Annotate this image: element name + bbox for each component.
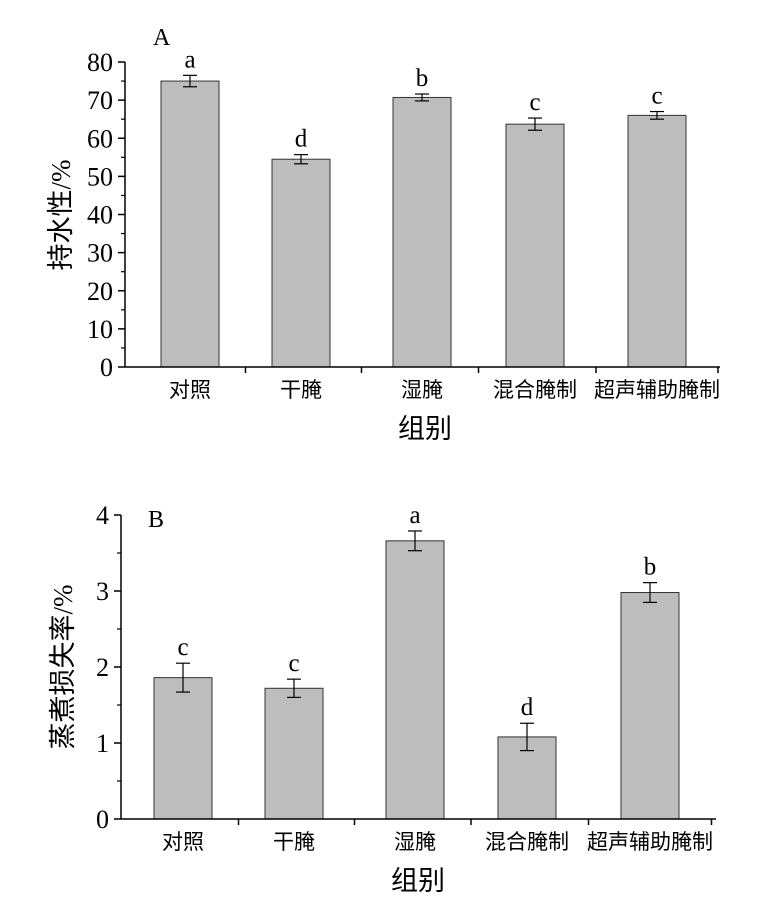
- chart-b-error-bar-1: [176, 662, 190, 693]
- chart-b-error-bar-5: [643, 582, 657, 604]
- chart-b-category-label-3: 湿腌: [394, 830, 436, 854]
- chart-a-y-tick-label-5: 40: [87, 201, 113, 230]
- chart-b-error-bar-4: [520, 722, 534, 752]
- chart-b-bar-1: [153, 677, 213, 820]
- chart-a: A 持水性/% 组别 a 对照 d 干腌 b 湿腌 c 混合腌制 c 超声辅助腌制 0 10 20 30 4…: [46, 25, 720, 444]
- chart-a-y-tick-label-7: 60: [87, 124, 113, 153]
- chart-b-category-label-1: 对照: [162, 830, 204, 854]
- chart-b-y-tick-label-2: 1: [96, 729, 109, 758]
- chart-a-bar-3: [392, 96, 452, 368]
- chart-a-error-bar-1: [183, 74, 197, 88]
- chart-a-bar-1: [160, 80, 220, 368]
- chart-b-significance-label-3: a: [409, 502, 420, 529]
- chart-b-significance-label-2: c: [288, 650, 299, 677]
- chart-a-category-label-4: 混合腌制: [493, 378, 577, 402]
- chart-b-error-bar-3: [408, 530, 422, 552]
- chart-a-y-tick-label-2: 10: [87, 315, 113, 344]
- chart-a-category-label-2: 干腌: [280, 378, 322, 402]
- chart-a-category-label-5: 超声辅助腌制: [594, 378, 720, 402]
- chart-b-error-bar-2: [287, 678, 301, 699]
- chart-a-significance-label-3: b: [416, 65, 429, 92]
- chart-a-y-tick-label-4: 30: [87, 239, 113, 268]
- chart-b-y-tick-label-3: 2: [96, 653, 109, 682]
- chart-b-y-tick-label-5: 4: [96, 501, 109, 530]
- chart-a-bar-2: [271, 158, 331, 368]
- chart-b-bar-2: [264, 687, 324, 820]
- chart-a-y-axis-title: 持水性/%: [46, 160, 76, 271]
- chart-b-significance-label-4: d: [521, 694, 534, 721]
- chart-b-bar-3: [385, 540, 445, 820]
- chart-a-y-tick-label-1: 0: [100, 353, 113, 382]
- chart-a-panel-letter: A: [153, 25, 171, 51]
- chart-b-category-label-4: 混合腌制: [485, 830, 569, 854]
- chart-b-category-label-5: 超声辅助腌制: [587, 830, 713, 854]
- chart-a-significance-label-5: c: [651, 83, 662, 110]
- chart-a-y-tick-label-9: 80: [87, 48, 113, 77]
- chart-a-bar-4: [505, 123, 565, 368]
- chart-a-error-bar-2: [294, 154, 308, 165]
- chart-b-y-tick-label-4: 3: [96, 577, 109, 606]
- chart-a-significance-label-1: a: [184, 46, 195, 73]
- chart-a-error-bar-3: [415, 93, 429, 102]
- chart-a-significance-label-4: c: [529, 89, 540, 116]
- chart-a-y-tick-label-3: 20: [87, 277, 113, 306]
- chart-a-bar-5: [627, 114, 687, 368]
- chart-b-panel-letter: B: [148, 507, 164, 533]
- chart-a-y-tick-label-6: 50: [87, 162, 113, 191]
- chart-a-category-label-3: 湿腌: [401, 378, 443, 402]
- chart-b-significance-label-5: b: [644, 554, 657, 581]
- chart-a-error-bar-4: [528, 117, 542, 131]
- chart-a-significance-label-2: d: [295, 126, 308, 153]
- chart-b-bar-5: [620, 592, 680, 820]
- chart-a-category-label-1: 对照: [169, 378, 211, 402]
- chart-b-y-tick-label-1: 0: [96, 805, 109, 834]
- chart-b-x-axis-title: 组别: [391, 866, 445, 896]
- chart-b: B 蒸煮损失率/% 组别 c 对照 c 干腌 a 湿腌 d 混合腌制 b 超声辅助腌制 0 1 2 3 4: [48, 501, 716, 896]
- chart-b-y-axis-title: 蒸煮损失率/%: [48, 585, 78, 750]
- chart-b-category-label-2: 干腌: [273, 830, 315, 854]
- chart-b-significance-label-1: c: [177, 634, 188, 661]
- chart-a-x-axis-title: 组别: [398, 414, 452, 444]
- chart-a-error-bar-5: [650, 110, 664, 120]
- chart-a-y-tick-label-8: 70: [87, 86, 113, 115]
